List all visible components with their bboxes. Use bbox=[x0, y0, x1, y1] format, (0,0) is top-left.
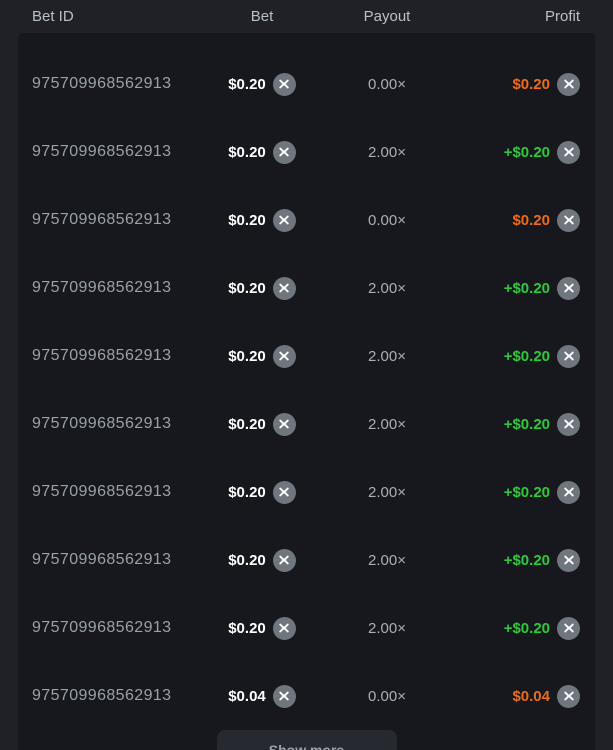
column-header-bet: Bet bbox=[250, 8, 274, 25]
payout-multiplier: 2.00× bbox=[368, 143, 406, 161]
bet-amount: $0.20 bbox=[228, 347, 266, 365]
profit-amount: $0.04 bbox=[512, 687, 550, 705]
xrp-icon bbox=[272, 72, 296, 96]
bet-table-row[interactable]: 975709968562913 $0.20 2.00× +$0.20 bbox=[18, 458, 595, 526]
bet-table-row[interactable]: 975709968562913 $0.20 2.00× +$0.20 bbox=[18, 594, 595, 662]
profit-amount: +$0.20 bbox=[503, 143, 550, 161]
bet-table-header: Bet ID Bet Payout Profit bbox=[0, 0, 613, 33]
bet-amount: $0.20 bbox=[228, 211, 266, 229]
bet-amount-cell: $0.20 bbox=[202, 548, 322, 572]
bet-table-row[interactable]: 975709968562913 $0.04 0.00× $0.04 bbox=[18, 662, 595, 730]
bet-table-row[interactable]: 975709968562913 $0.20 2.00× +$0.20 bbox=[18, 118, 595, 186]
bet-amount: $0.20 bbox=[228, 415, 266, 433]
payout-multiplier: 2.00× bbox=[368, 551, 406, 569]
bet-amount-cell: $0.20 bbox=[202, 276, 322, 300]
payout-multiplier: 0.00× bbox=[368, 75, 406, 93]
xrp-icon bbox=[272, 412, 296, 436]
profit-amount: $0.20 bbox=[512, 75, 550, 93]
profit-amount: +$0.20 bbox=[503, 483, 550, 501]
xrp-icon bbox=[557, 616, 580, 640]
xrp-icon bbox=[272, 276, 296, 300]
xrp-icon bbox=[272, 548, 296, 572]
bet-amount: $0.04 bbox=[228, 687, 266, 705]
bet-id-link[interactable]: 975709968562913 bbox=[32, 75, 172, 92]
payout-multiplier: 0.00× bbox=[368, 211, 406, 229]
bet-amount: $0.20 bbox=[228, 619, 266, 637]
show-more-label: Show more bbox=[268, 742, 345, 750]
profit-cell: +$0.20 bbox=[452, 344, 580, 368]
bet-table-row[interactable]: 975709968562913 $0.20 0.00× $0.20 bbox=[18, 50, 595, 118]
bet-id-link[interactable]: 975709968562913 bbox=[32, 347, 172, 364]
show-more-button[interactable]: Show more bbox=[216, 730, 397, 750]
bet-amount: $0.20 bbox=[228, 483, 266, 501]
profit-cell: +$0.20 bbox=[452, 140, 580, 164]
profit-cell: +$0.20 bbox=[452, 548, 580, 572]
bet-table-row[interactable]: 975709968562913 $0.20 2.00× +$0.20 bbox=[18, 254, 595, 322]
column-header-payout: Payout bbox=[363, 8, 411, 25]
payout-multiplier: 2.00× bbox=[368, 347, 406, 365]
profit-cell: $0.04 bbox=[452, 684, 580, 708]
bet-id-link[interactable]: 975709968562913 bbox=[32, 279, 172, 296]
xrp-icon bbox=[272, 344, 296, 368]
xrp-icon bbox=[272, 616, 296, 640]
xrp-icon bbox=[272, 480, 296, 504]
payout-multiplier: 2.00× bbox=[368, 279, 406, 297]
profit-cell: +$0.20 bbox=[452, 480, 580, 504]
xrp-icon bbox=[557, 344, 580, 368]
xrp-icon bbox=[557, 548, 580, 572]
payout-multiplier: 2.00× bbox=[368, 415, 406, 433]
payout-multiplier: 0.00× bbox=[368, 687, 406, 705]
bet-amount-cell: $0.20 bbox=[202, 72, 322, 96]
xrp-icon bbox=[557, 412, 580, 436]
profit-amount: $0.20 bbox=[512, 211, 550, 229]
bet-id-link[interactable]: 975709968562913 bbox=[32, 619, 172, 636]
bet-amount-cell: $0.20 bbox=[202, 344, 322, 368]
bet-id-link[interactable]: 975709968562913 bbox=[32, 551, 172, 568]
xrp-icon bbox=[557, 684, 580, 708]
column-header-bet-id: Bet ID bbox=[32, 8, 74, 25]
bet-table-row[interactable]: 975709968562913 $0.20 0.00× $0.20 bbox=[18, 186, 595, 254]
bet-amount: $0.20 bbox=[228, 551, 266, 569]
profit-cell: +$0.20 bbox=[452, 616, 580, 640]
bet-table-row[interactable]: 975709968562913 $0.20 2.00× +$0.20 bbox=[18, 390, 595, 458]
payout-multiplier: 2.00× bbox=[368, 619, 406, 637]
bet-id-link[interactable]: 975709968562913 bbox=[32, 211, 172, 228]
bet-amount-cell: $0.20 bbox=[202, 208, 322, 232]
xrp-icon bbox=[557, 276, 580, 300]
xrp-icon bbox=[557, 72, 580, 96]
xrp-icon bbox=[272, 208, 296, 232]
bet-amount-cell: $0.04 bbox=[202, 684, 322, 708]
xrp-icon bbox=[557, 208, 580, 232]
bet-amount-cell: $0.20 bbox=[202, 412, 322, 436]
payout-multiplier: 2.00× bbox=[368, 483, 406, 501]
bet-table-row[interactable]: 975709968562913 $0.20 2.00× +$0.20 bbox=[18, 322, 595, 390]
profit-amount: +$0.20 bbox=[503, 619, 550, 637]
xrp-icon bbox=[557, 140, 580, 164]
bet-amount: $0.20 bbox=[228, 279, 266, 297]
bet-id-link[interactable]: 975709968562913 bbox=[32, 415, 172, 432]
xrp-icon bbox=[272, 684, 296, 708]
xrp-icon bbox=[272, 140, 296, 164]
profit-cell: +$0.20 bbox=[452, 276, 580, 300]
profit-amount: +$0.20 bbox=[503, 415, 550, 433]
bet-id-link[interactable]: 975709968562913 bbox=[32, 687, 172, 704]
profit-cell: +$0.20 bbox=[452, 412, 580, 436]
bet-amount-cell: $0.20 bbox=[202, 480, 322, 504]
profit-amount: +$0.20 bbox=[503, 279, 550, 297]
profit-cell: $0.20 bbox=[452, 72, 580, 96]
bet-id-link[interactable]: 975709968562913 bbox=[32, 483, 172, 500]
profit-amount: +$0.20 bbox=[503, 551, 550, 569]
bet-table-row[interactable]: 975709968562913 $0.20 2.00× +$0.20 bbox=[18, 526, 595, 594]
bet-table-body: 975709968562913 $0.20 0.00× $0.20 975709… bbox=[18, 33, 595, 750]
profit-cell: $0.20 bbox=[452, 208, 580, 232]
profit-amount: +$0.20 bbox=[503, 347, 550, 365]
bet-amount-cell: $0.20 bbox=[202, 140, 322, 164]
bet-amount: $0.20 bbox=[228, 75, 266, 93]
bet-id-link[interactable]: 975709968562913 bbox=[32, 143, 172, 160]
bet-amount: $0.20 bbox=[228, 143, 266, 161]
column-header-profit: Profit bbox=[544, 8, 580, 25]
bet-amount-cell: $0.20 bbox=[202, 616, 322, 640]
xrp-icon bbox=[557, 480, 580, 504]
